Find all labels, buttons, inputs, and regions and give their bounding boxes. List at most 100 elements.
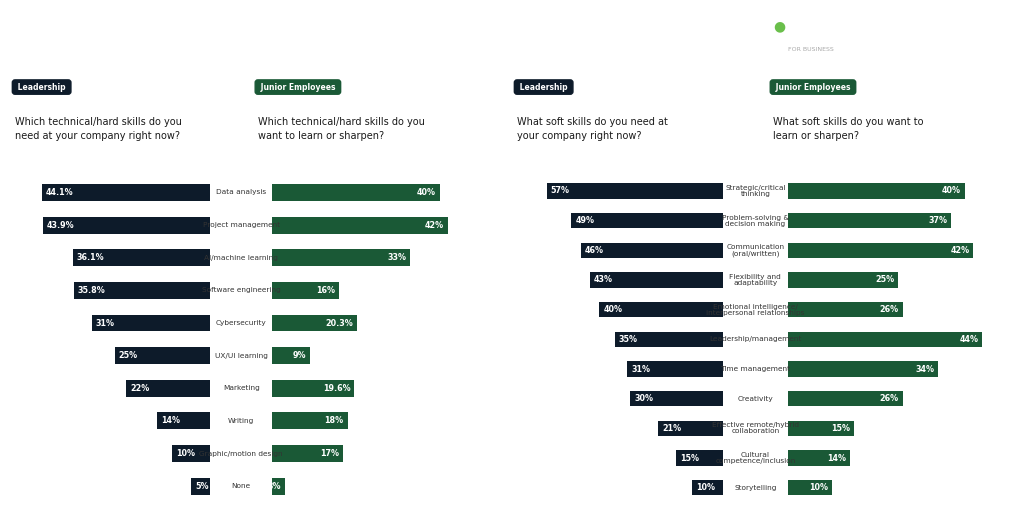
Text: 35%: 35%	[618, 335, 638, 344]
Text: 10%: 10%	[696, 483, 715, 492]
Text: 25%: 25%	[119, 351, 138, 360]
Text: 20.3%: 20.3%	[326, 318, 353, 328]
Text: 17%: 17%	[321, 449, 340, 458]
Bar	[73, 249, 210, 266]
Bar	[191, 478, 210, 495]
Text: Creativity: Creativity	[737, 396, 773, 402]
Text: AI/machine learning: AI/machine learning	[204, 255, 279, 261]
Bar	[547, 183, 723, 199]
Text: 40%: 40%	[603, 305, 623, 314]
Bar	[788, 183, 965, 199]
Text: Graphic/motion design: Graphic/motion design	[200, 451, 283, 457]
Bar	[788, 332, 982, 347]
Bar	[788, 361, 938, 377]
Text: Leadership: Leadership	[517, 82, 570, 92]
Text: Software engineering: Software engineering	[202, 287, 281, 293]
Text: Marketing: Marketing	[223, 386, 259, 391]
Bar	[571, 213, 723, 228]
Text: 30%: 30%	[634, 394, 653, 403]
Bar	[581, 243, 723, 258]
Text: Junior Employees: Junior Employees	[773, 82, 853, 92]
Bar	[126, 380, 210, 397]
Bar	[614, 332, 723, 347]
Text: 42%: 42%	[950, 246, 970, 255]
Text: 46%: 46%	[585, 246, 604, 255]
Text: Writing: Writing	[228, 418, 254, 424]
Text: 18%: 18%	[325, 416, 344, 425]
Text: 14%: 14%	[826, 454, 846, 462]
Text: Project management: Project management	[203, 222, 280, 228]
Text: Storytelling: Storytelling	[734, 485, 776, 490]
Bar	[272, 413, 347, 430]
Bar	[272, 380, 354, 397]
Text: 10%: 10%	[809, 483, 828, 492]
Text: Problem-solving &
decision making: Problem-solving & decision making	[722, 215, 788, 227]
Text: 14%: 14%	[161, 416, 179, 425]
Bar	[157, 413, 210, 430]
Text: 5%: 5%	[195, 482, 209, 490]
Text: 35.8%: 35.8%	[78, 286, 105, 295]
Text: 44%: 44%	[959, 335, 978, 344]
Text: 43%: 43%	[594, 275, 613, 285]
Bar	[788, 391, 903, 407]
Text: 31%: 31%	[96, 318, 115, 328]
Bar	[599, 302, 723, 317]
Bar	[272, 347, 310, 364]
Bar	[43, 217, 210, 233]
Text: 42%: 42%	[425, 221, 444, 229]
Text: 3%: 3%	[267, 482, 281, 490]
Text: Springboard: Springboard	[788, 20, 876, 33]
Bar	[92, 314, 210, 331]
Text: 19.6%: 19.6%	[323, 384, 350, 393]
Text: Which technical/hard skills do you
want to learn or sharpen?: Which technical/hard skills do you want …	[258, 117, 425, 141]
Text: Emotional intelligence/
interpersonal relationships: Emotional intelligence/ interpersonal re…	[707, 304, 805, 316]
Text: 25%: 25%	[876, 275, 894, 285]
Text: Cybersecurity: Cybersecurity	[216, 320, 266, 326]
Bar	[115, 347, 210, 364]
Text: 43.9%: 43.9%	[47, 221, 75, 229]
Bar	[657, 421, 723, 436]
Text: 16%: 16%	[316, 286, 336, 295]
Text: 44.1%: 44.1%	[46, 188, 74, 197]
Text: Leadership: Leadership	[15, 82, 69, 92]
Bar	[692, 480, 723, 496]
Bar	[272, 217, 449, 233]
Text: 15%: 15%	[831, 424, 850, 433]
Bar	[272, 184, 439, 201]
Bar	[272, 282, 339, 299]
Text: 49%: 49%	[575, 216, 595, 225]
Text: FOR BUSINESS: FOR BUSINESS	[788, 48, 835, 52]
Text: 36.1%: 36.1%	[77, 253, 104, 262]
Bar	[627, 361, 723, 377]
Bar	[272, 314, 357, 331]
Bar	[788, 421, 854, 436]
Text: Which technical/hard skills do you
need at your company right now?: Which technical/hard skills do you need …	[15, 117, 182, 141]
Bar	[788, 302, 903, 317]
Text: Flexibility and
adaptability: Flexibility and adaptability	[729, 274, 781, 286]
Text: 22%: 22%	[130, 384, 150, 393]
Text: 15%: 15%	[680, 454, 699, 462]
Bar	[630, 391, 723, 407]
Text: The State of the Workforce Skills Gap: The State of the Workforce Skills Gap	[15, 24, 396, 42]
Text: 10%: 10%	[176, 449, 195, 458]
Text: Effective remote/hybrid
collaboration: Effective remote/hybrid collaboration	[712, 422, 799, 435]
Bar	[788, 243, 974, 258]
Bar	[788, 272, 898, 288]
Text: 37%: 37%	[929, 216, 947, 225]
Text: 33%: 33%	[388, 253, 407, 262]
Text: ●: ●	[773, 19, 785, 34]
Text: Cultural
competence/inclusion: Cultural competence/inclusion	[715, 452, 796, 464]
Bar	[272, 249, 411, 266]
Text: 21%: 21%	[662, 424, 681, 433]
Bar	[788, 480, 833, 496]
Text: 31%: 31%	[631, 365, 650, 373]
Bar	[590, 272, 723, 288]
Bar	[42, 184, 210, 201]
Text: 9%: 9%	[293, 351, 306, 360]
Text: 26%: 26%	[880, 394, 899, 403]
Text: Time management: Time management	[720, 366, 791, 372]
Bar	[272, 478, 285, 495]
Text: 34%: 34%	[915, 365, 934, 373]
Text: 40%: 40%	[942, 186, 961, 196]
Text: Communication
(oral/written): Communication (oral/written)	[726, 244, 784, 257]
